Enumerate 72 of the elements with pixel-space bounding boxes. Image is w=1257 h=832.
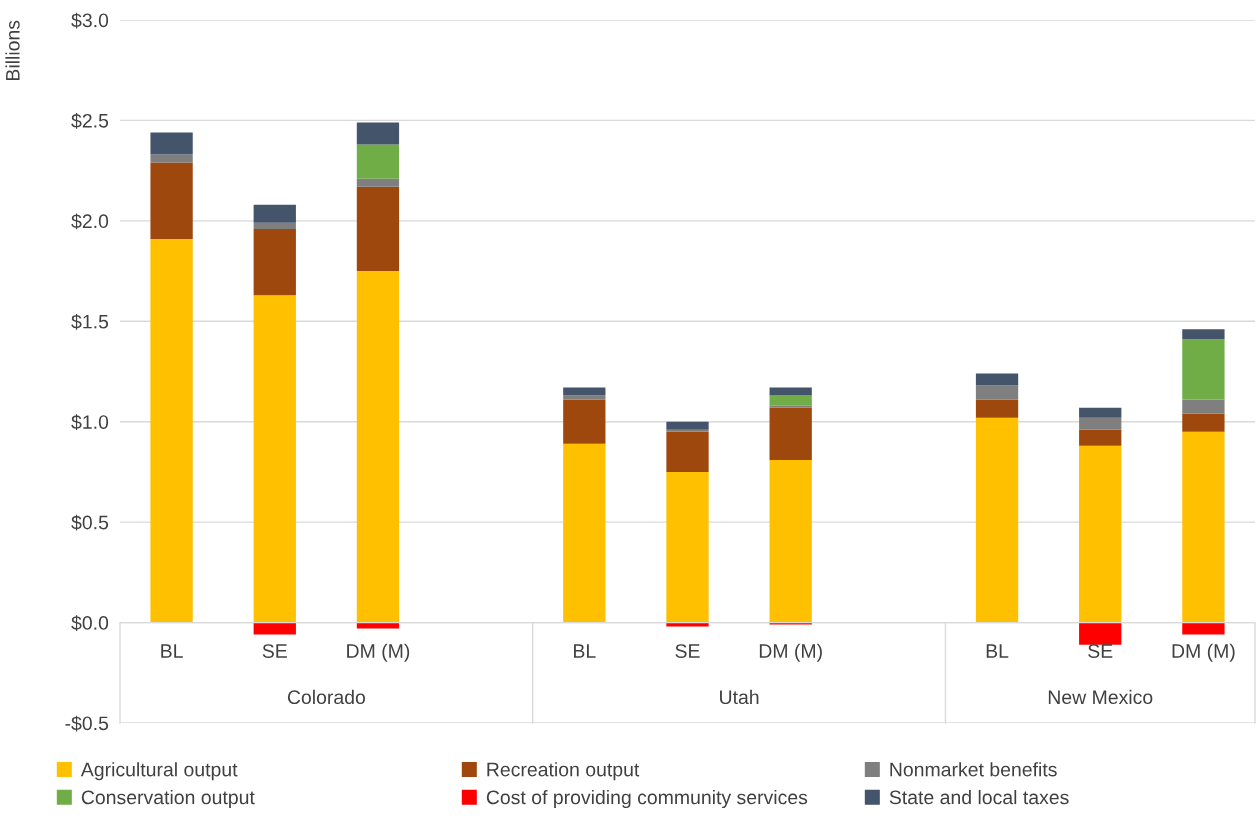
- bar: [356, 622, 400, 629]
- bar: [769, 387, 812, 396]
- x-tick-label: BL: [161, 644, 183, 658]
- bar: [666, 429, 709, 432]
- bar: [1079, 417, 1122, 430]
- bar: [253, 222, 296, 229]
- bar: [666, 431, 709, 472]
- y-tick-label: $2.0: [71, 213, 109, 230]
- bar: [563, 443, 606, 623]
- legend-label: Conservation output: [81, 789, 255, 809]
- bar: [975, 373, 1019, 386]
- y-tick-label: $1.0: [71, 414, 109, 431]
- y-tick-label: $0.0: [71, 615, 109, 631]
- legend-label: State and local taxes: [889, 789, 1069, 805]
- x-tick-label: DM (M): [759, 643, 822, 662]
- bar: [1079, 622, 1122, 645]
- y-tick-label: $1.5: [71, 313, 109, 330]
- bar: [356, 122, 400, 145]
- bar: [1079, 445, 1122, 623]
- bar: [1182, 622, 1225, 635]
- bar: [563, 387, 606, 396]
- bar: [975, 385, 1019, 400]
- legend-label: Nonmarket benefits: [890, 762, 1057, 777]
- x-tick-label: BL: [574, 644, 596, 658]
- x-tick-label: SE: [1088, 644, 1113, 658]
- bar: [769, 459, 812, 623]
- bar: [150, 238, 193, 623]
- bar: [666, 622, 709, 627]
- bar: [666, 421, 709, 430]
- bar: [1182, 339, 1225, 400]
- bar: [253, 228, 296, 296]
- bar: [356, 271, 400, 623]
- y-tick-label: $3.0: [71, 12, 109, 29]
- bar: [1182, 413, 1225, 432]
- bar: [253, 204, 296, 223]
- y-tick-label: $2.5: [71, 113, 109, 129]
- bar: [150, 132, 193, 155]
- legend-label: Cost of providing community services: [486, 789, 808, 809]
- bar: [975, 417, 1019, 623]
- bar: [1182, 399, 1225, 414]
- bar: [563, 395, 606, 400]
- x-tick-label: DM (M): [347, 643, 410, 662]
- bar: [975, 399, 1019, 418]
- bar: [769, 405, 812, 408]
- bar: [1182, 431, 1225, 623]
- y-axis-title: Billions: [5, 20, 20, 80]
- annotation: New Mexico: [1048, 689, 1153, 705]
- y-tick-label: $0.5: [71, 514, 109, 531]
- bar: [150, 162, 193, 239]
- bar: [356, 178, 400, 187]
- bar: [150, 154, 193, 163]
- y-tick-label: -$0.5: [65, 715, 109, 732]
- x-tick-label: DM (M): [1172, 643, 1235, 662]
- legend-label: Agricultural output: [80, 762, 238, 781]
- bar: [356, 186, 400, 272]
- bar: [769, 407, 812, 460]
- bar: [1079, 429, 1122, 446]
- x-tick-label: BL: [986, 644, 1009, 658]
- bar: [769, 622, 812, 625]
- bar: [1079, 407, 1122, 418]
- bar: [666, 471, 709, 623]
- x-tick-label: SE: [262, 644, 287, 658]
- bar: [563, 399, 606, 444]
- bar: [253, 295, 296, 623]
- bar: [769, 395, 812, 406]
- annotation: Utah: [720, 689, 759, 705]
- annotation: Colorado: [287, 689, 365, 705]
- x-tick-label: SE: [675, 644, 700, 658]
- bar: [1182, 329, 1225, 340]
- bar: [253, 622, 296, 635]
- legend-label: Recreation output: [487, 762, 640, 781]
- bar: [356, 144, 400, 179]
